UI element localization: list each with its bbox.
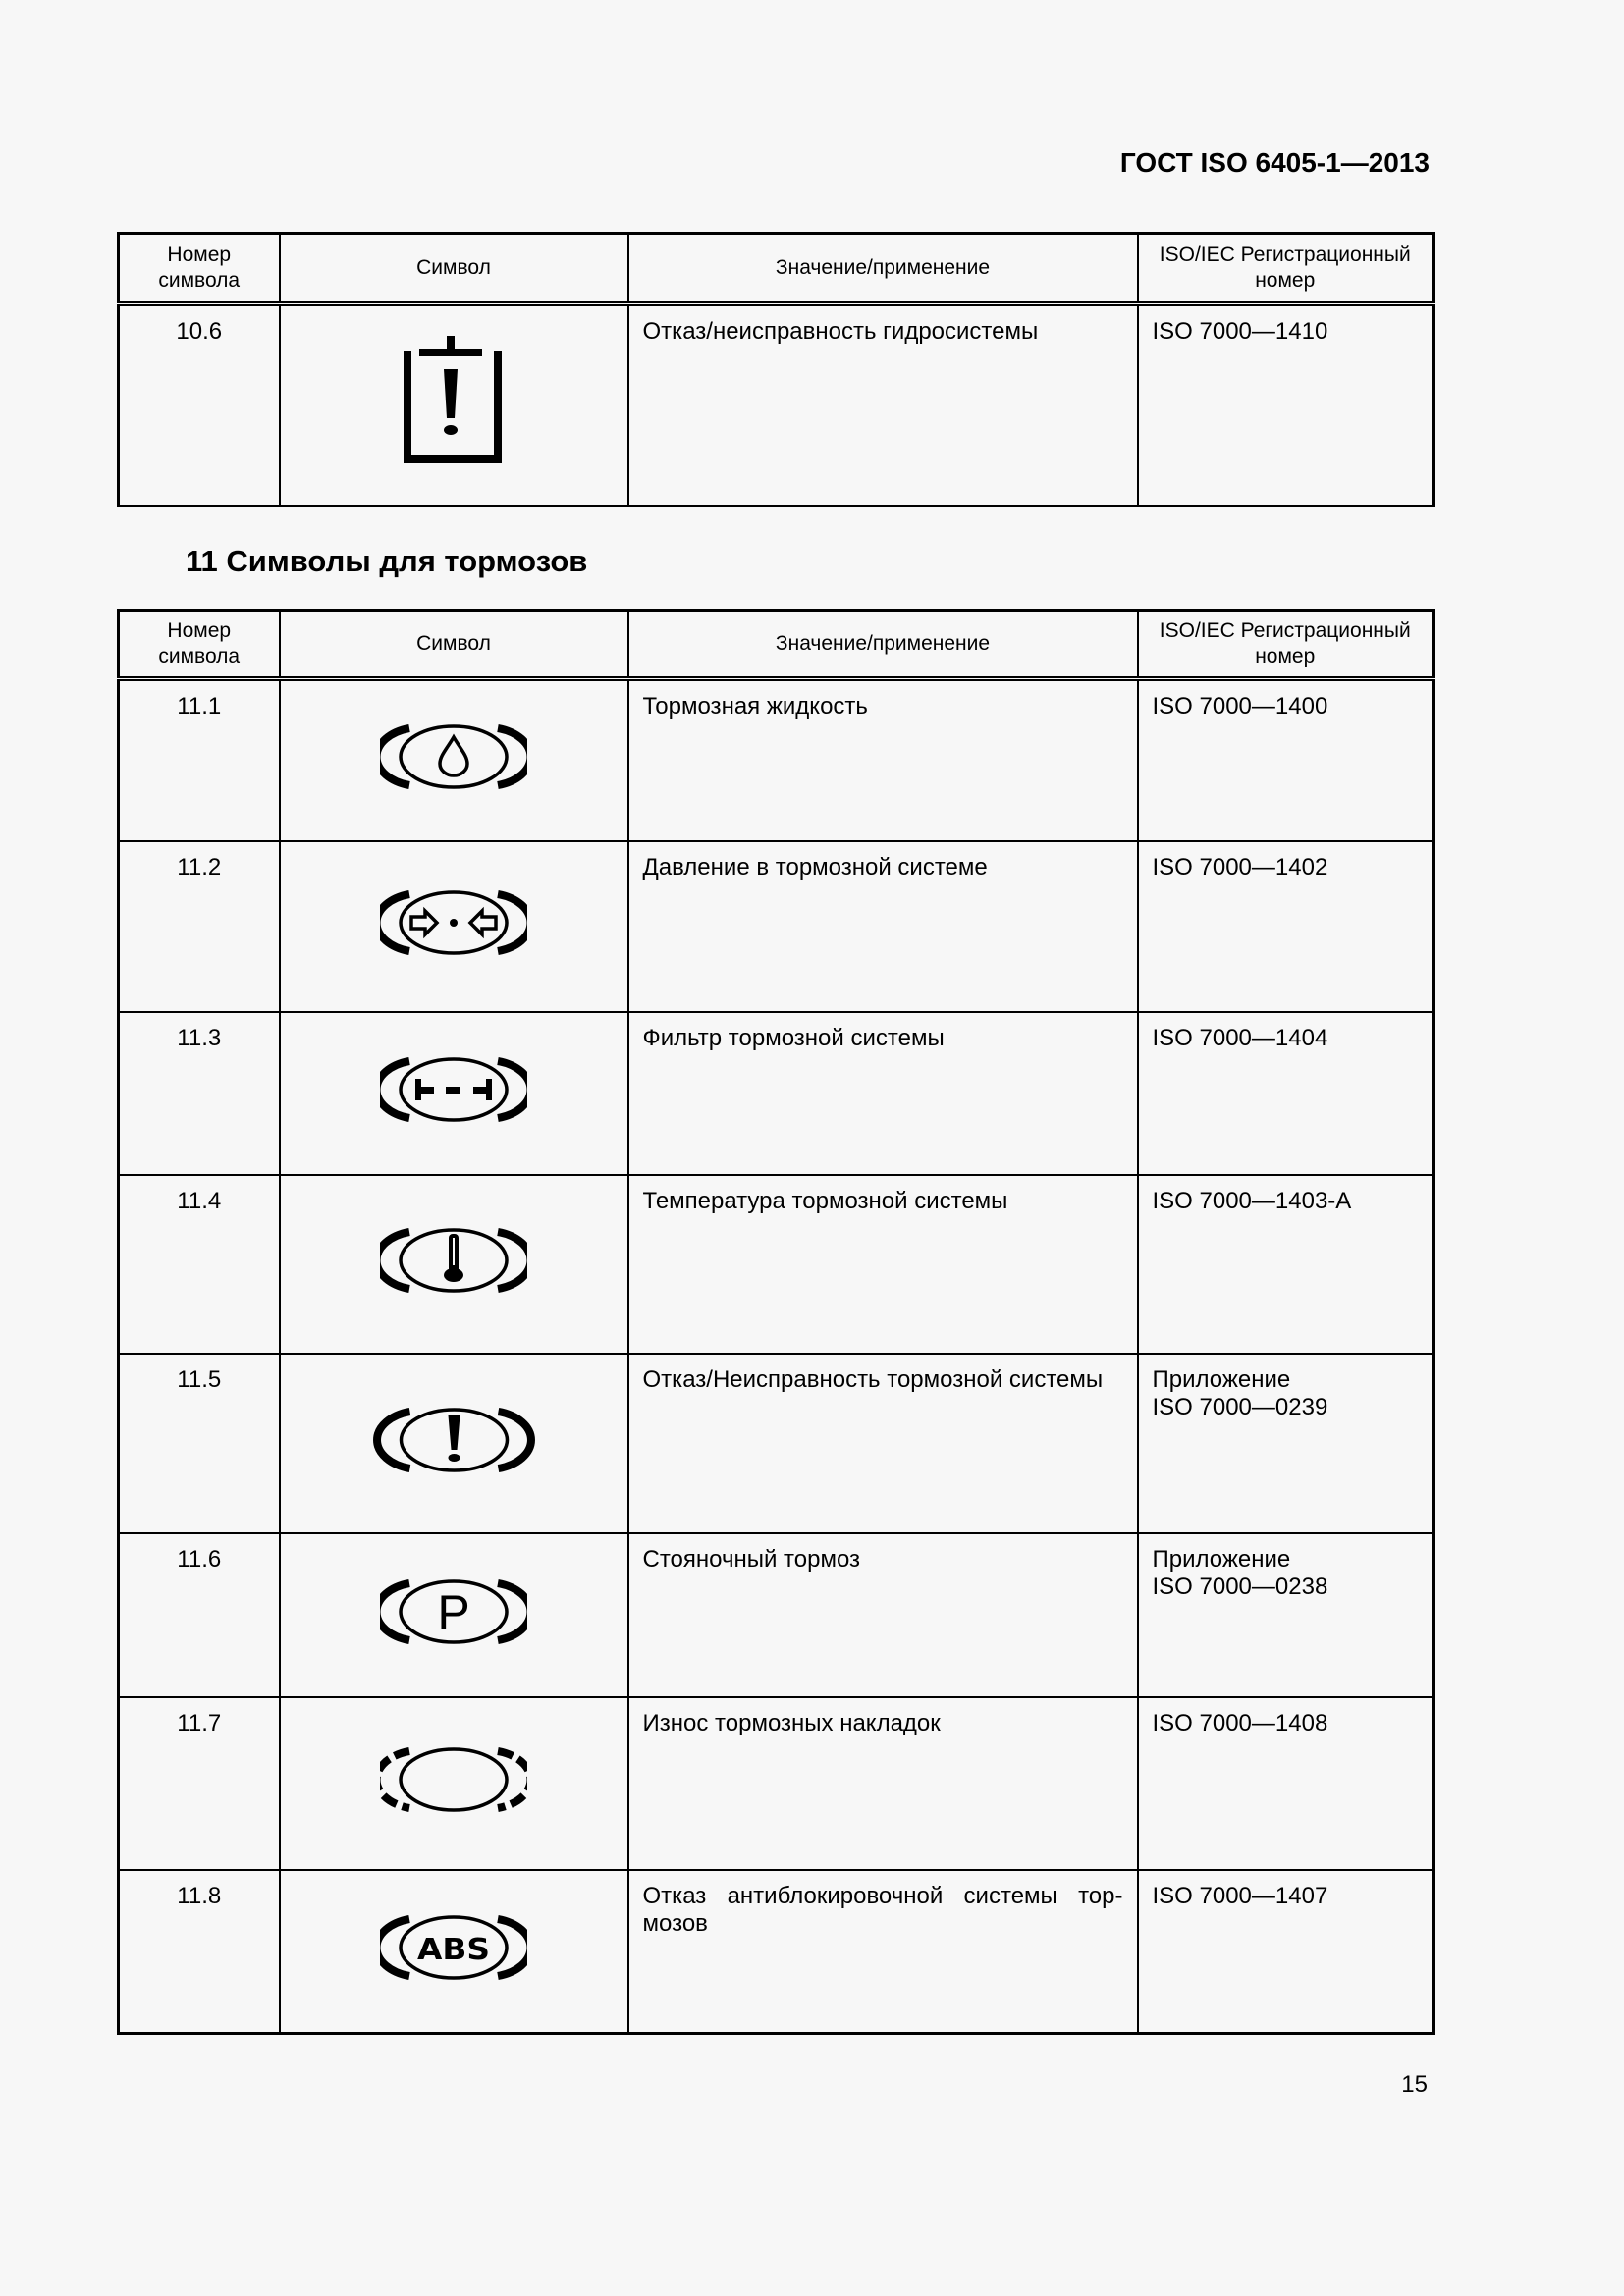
symbol-number: 11.5 <box>117 1352 281 1534</box>
symbol-cell: P <box>278 1531 629 1698</box>
meaning-text: Отказ/Неисправность тормозной системы <box>642 1365 1104 1393</box>
parking-brake-icon: P <box>380 1578 527 1652</box>
brake-filter-icon <box>380 1057 527 1130</box>
registration-number: ISO 7000—1404 <box>1136 1010 1435 1176</box>
registration-number: Приложение ISO 7000—0238 <box>1136 1531 1435 1698</box>
table-row: 11.6 P Стояночный тормоз Приложение ISO 7000… <box>117 1531 1435 1698</box>
table-header-row: Номер символа Символ Значение/применение… <box>117 609 1435 681</box>
symbol-cell <box>278 1173 629 1355</box>
registration-number: ISO 7000—1410 <box>1136 302 1435 507</box>
table-row: 11.3 Фильтр тормозной системы ISO 7000—140… <box>117 1010 1435 1176</box>
page-number: 15 <box>1401 2071 1428 2098</box>
abs-failure-icon: ABS <box>380 1915 527 1988</box>
symbol-number: 11.4 <box>117 1173 281 1355</box>
registration-line-1: ISO 7000—1410 <box>1152 318 1328 345</box>
symbol-cell <box>278 1352 629 1534</box>
symbol-number: 11.2 <box>117 839 281 1013</box>
symbol-meaning: Температура тормозной системы <box>626 1173 1139 1355</box>
registration-line-1: ISO 7000—1400 <box>1152 693 1328 720</box>
col-header-meaning: Значение/применение <box>626 232 1139 306</box>
brake-temperature-icon <box>380 1228 527 1301</box>
brake-pressure-icon <box>380 890 527 963</box>
symbol-meaning: Отказ антиблокировочной системы тор-мозо… <box>626 1868 1139 2035</box>
symbol-meaning: Стояночный тормоз <box>626 1531 1139 1698</box>
table-row: 11.8 ABS Отказ антиблокировочной системы т… <box>117 1868 1435 2035</box>
hydraulic-failure-icon <box>400 335 508 477</box>
registration-number: ISO 7000—1408 <box>1136 1695 1435 1871</box>
meaning-text: Отказ/неисправность гидросистемы <box>642 318 1039 345</box>
symbol-cell: ABS <box>278 1868 629 2035</box>
registration-line-1: ISO 7000—1407 <box>1152 1882 1328 1909</box>
symbol-meaning: Фильтр тормозной системы <box>626 1010 1139 1176</box>
symbol-number: 11.6 <box>117 1531 281 1698</box>
col-header-number: Номер символа <box>117 232 281 306</box>
table-row: 10.6 Отказ/неисправность гидросистемы ISO … <box>117 302 1435 507</box>
meaning-text-continued: мозов <box>642 1909 708 1937</box>
registration-line-2: ISO 7000—0238 <box>1152 1573 1328 1600</box>
brake-fluid-icon <box>380 724 527 797</box>
meaning-text: Тормозная жидкость <box>642 693 868 720</box>
meaning-text: Отказ антиблокировочной системы тор- <box>642 1882 1123 1909</box>
registration-number: ISO 7000—1407 <box>1136 1868 1435 2035</box>
registration-number: ISO 7000—1400 <box>1136 677 1435 842</box>
brake-failure-icon <box>372 1407 535 1485</box>
registration-line-1: ISO 7000—1404 <box>1152 1024 1328 1051</box>
registration-line-1: ISO 7000—1408 <box>1152 1709 1328 1736</box>
symbol-meaning: Износ тормозных накладок <box>626 1695 1139 1871</box>
table-header-row: Номер символа Символ Значение/применение… <box>117 232 1435 306</box>
table-row: 11.2 Давление в тормозной системе ISO 7000… <box>117 839 1435 1013</box>
table-row: 11.1 Тормозная жидкость ISO 7000—1400 <box>117 677 1435 842</box>
symbol-number: 11.7 <box>117 1695 281 1871</box>
symbol-meaning: Тормозная жидкость <box>626 677 1139 842</box>
col-header-number: Номер символа <box>117 609 281 681</box>
col-header-meaning: Значение/применение <box>626 609 1139 681</box>
symbol-cell <box>278 1010 629 1176</box>
registration-line-1: Приложение <box>1152 1365 1291 1393</box>
symbols-table-10: Номер символа Символ Значение/применение… <box>117 232 1435 507</box>
table-row: 11.4 Температура тормозной системы ISO 700… <box>117 1173 1435 1355</box>
registration-line-1: ISO 7000—1403-А <box>1152 1187 1352 1214</box>
symbol-number: 11.3 <box>117 1010 281 1176</box>
brake-lining-wear-icon <box>380 1747 527 1820</box>
meaning-text: Температура тормозной системы <box>642 1187 1008 1214</box>
symbol-meaning: Отказ/неисправность гидросистемы <box>626 302 1139 507</box>
registration-number: ISO 7000—1403-А <box>1136 1173 1435 1355</box>
symbol-cell <box>278 302 629 507</box>
registration-number: Приложение ISO 7000—0239 <box>1136 1352 1435 1534</box>
svg-text:ABS: ABS <box>417 1933 490 1967</box>
symbol-meaning: Отказ/Неисправность тормозной системы <box>626 1352 1139 1534</box>
col-header-registration: ISO/IEC Регистрационный номер <box>1136 232 1435 306</box>
registration-line-2: ISO 7000—0239 <box>1152 1393 1328 1420</box>
table-row: 11.5 Отказ/Неисправность тормозной систем… <box>117 1352 1435 1534</box>
meaning-text: Износ тормозных накладок <box>642 1709 941 1736</box>
registration-number: ISO 7000—1402 <box>1136 839 1435 1013</box>
registration-line-1: ISO 7000—1402 <box>1152 853 1328 881</box>
section-title: 11 Символы для тормозов <box>186 544 588 578</box>
col-header-symbol: Символ <box>278 609 629 681</box>
symbol-number: 11.8 <box>117 1868 281 2035</box>
symbol-meaning: Давление в тормозной системе <box>626 839 1139 1013</box>
meaning-text: Стояночный тормоз <box>642 1545 861 1573</box>
symbol-cell <box>278 1695 629 1871</box>
symbol-number: 11.1 <box>117 677 281 842</box>
col-header-registration: ISO/IEC Регистрационный номер <box>1136 609 1435 681</box>
registration-line-1: Приложение <box>1152 1545 1291 1573</box>
table-row: 11.7 Износ тормозных накладок ISO 7000—140… <box>117 1695 1435 1871</box>
col-header-symbol: Символ <box>278 232 629 306</box>
symbol-number: 10.6 <box>117 302 281 507</box>
document-code: ГОСТ ISO 6405-1—2013 <box>1119 147 1430 178</box>
svg-text:P: P <box>437 1585 469 1640</box>
symbol-cell <box>278 839 629 1013</box>
symbol-cell <box>278 677 629 842</box>
meaning-text: Давление в тормозной системе <box>642 853 988 881</box>
meaning-text: Фильтр тормозной системы <box>642 1024 945 1051</box>
symbols-table-11: Номер символа Символ Значение/применение… <box>117 609 1435 2035</box>
